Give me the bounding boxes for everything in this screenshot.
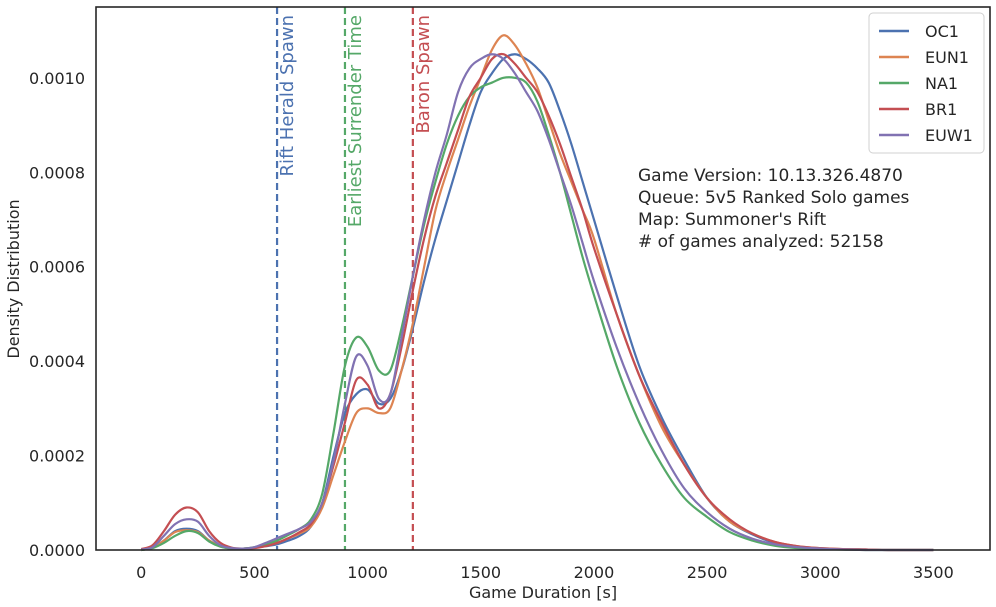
legend-label: NA1 [925,74,958,93]
x-tick-label: 3500 [913,563,954,582]
axis-ticks: 0 500 1000 1500 2000 2500 3000 3500 0.0000 0.0002… [29,69,954,582]
info-line: Map: Summoner's Rift [638,210,826,230]
y-tick-label: 0.0006 [29,258,85,277]
x-tick-label: 2500 [687,563,728,582]
y-tick-label: 0.0008 [29,163,85,182]
plot-frame [95,6,991,551]
y-axis-label: Density Distribution [4,199,23,358]
vline-label: Earliest Surrender Time [345,15,366,227]
x-tick-label: 2000 [574,563,615,582]
vline-label: Rift Herald Spawn [277,15,298,177]
y-tick-label: 0.0002 [29,447,85,466]
y-tick-label: 0.0000 [29,541,85,560]
x-tick-label: 1000 [347,563,388,582]
y-tick-label: 0.0010 [29,69,85,88]
x-tick-label: 3000 [800,563,841,582]
legend-box [868,12,985,154]
series-line [141,53,934,552]
x-tick-label: 500 [239,563,270,582]
y-tick-label: 0.0004 [29,352,85,371]
info-line: # of games analyzed: 52158 [638,232,884,252]
legend-label: EUN1 [925,48,969,67]
legend-label: BR1 [925,100,957,119]
x-axis-label: Game Duration [s] [469,583,617,602]
series-line [141,53,934,552]
series-line [140,52,934,552]
info-line: Game Version: 10.13.326.4870 [638,166,903,186]
series-lines [140,34,934,552]
vertical-markers: Rift Herald Spawn Earliest Surrender Time… [275,7,434,550]
vline-label: Baron Spawn [413,15,434,134]
x-tick-label: 1500 [460,563,501,582]
x-tick-label: 0 [136,563,146,582]
legend-label: OC1 [925,22,959,41]
info-line: Queue: 5v5 Ranked Solo games [638,188,910,208]
series-line [141,76,934,552]
legend-label: EUW1 [925,126,973,145]
legend: OC1 EUN1 NA1 BR1 EUW1 [868,12,985,154]
